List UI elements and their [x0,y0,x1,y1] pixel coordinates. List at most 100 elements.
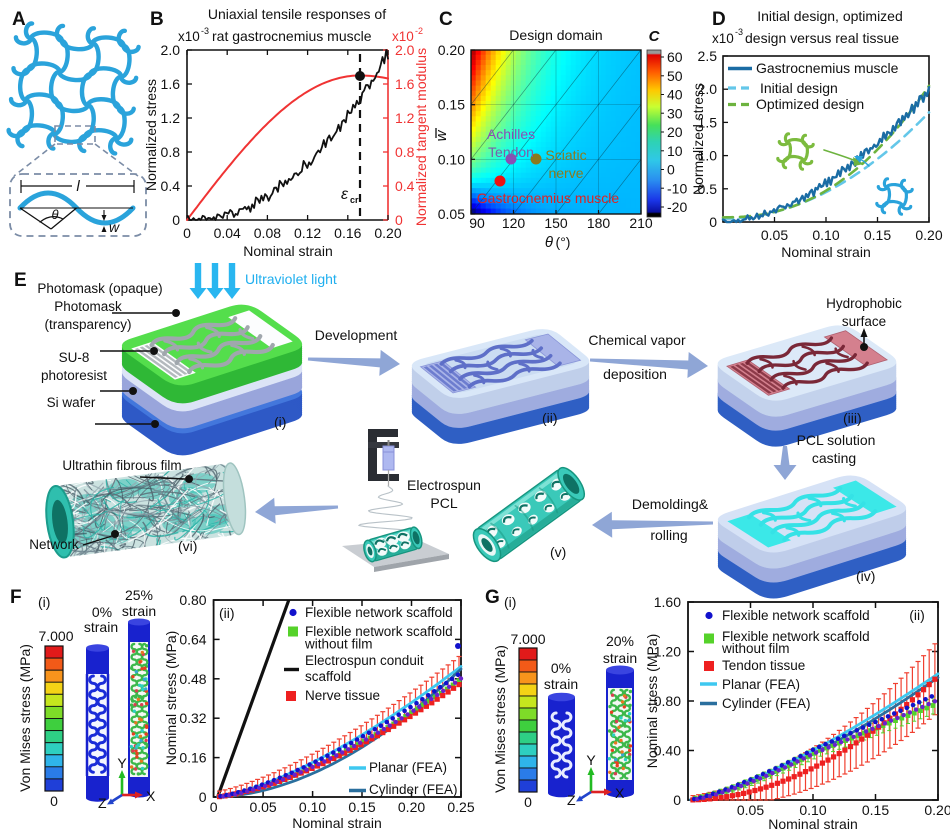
svg-text:strain: strain [544,676,578,692]
svg-text:2.0: 2.0 [395,42,415,58]
svg-text:0.15: 0.15 [862,802,889,818]
svg-text:Nominal strain: Nominal strain [781,244,870,260]
svg-text:7.000: 7.000 [510,631,545,647]
svg-text:B: B [150,9,164,30]
svg-text:Nominal strain: Nominal strain [292,815,381,831]
svg-text:l: l [76,178,80,195]
svg-text:180: 180 [587,215,611,231]
svg-text:Demolding&: Demolding& [632,496,709,512]
svg-text:20: 20 [667,124,683,140]
svg-text:Nominal stress (MPa): Nominal stress (MPa) [644,634,660,769]
svg-text:0: 0 [395,212,403,228]
svg-text:Planar (FEA): Planar (FEA) [369,760,447,775]
svg-text:0: 0 [709,214,717,230]
svg-text:Cylinder (FEA): Cylinder (FEA) [369,782,458,797]
svg-text:design versus real tissue: design versus real tissue [745,30,899,46]
svg-text:1.6: 1.6 [395,76,415,92]
svg-text:0.20: 0.20 [924,802,950,818]
svg-text:Photomask (opaque): Photomask (opaque) [37,281,162,296]
svg-text:Initial design, optimized: Initial design, optimized [757,8,903,24]
svg-text:Initial design: Initial design [760,80,838,96]
svg-text:-2: -2 [415,26,423,36]
svg-text:Design domain: Design domain [509,27,602,43]
svg-text:0.10: 0.10 [799,802,826,818]
svg-text:Gastrocnemius muscle: Gastrocnemius muscle [756,60,899,76]
svg-text:0.05: 0.05 [249,799,276,815]
svg-text:strain: strain [122,603,156,619]
svg-text:F: F [10,587,22,608]
svg-text:strain: strain [84,619,118,635]
svg-text:θ: θ [51,207,58,222]
svg-text:0: 0 [673,792,681,808]
svg-text:surface: surface [842,314,886,329]
svg-text:2.5: 2.5 [698,48,718,64]
svg-text:Y: Y [586,752,596,768]
svg-text:0.08: 0.08 [254,225,281,241]
svg-text:0.05: 0.05 [761,227,788,243]
svg-text:Normalized stress: Normalized stress [690,83,706,195]
svg-text:scaffold: scaffold [305,669,351,684]
svg-text:Ultraviolet light: Ultraviolet light [245,271,337,287]
svg-text:Tendon tissue: Tendon tissue [722,658,805,673]
svg-text:(v): (v) [550,544,566,560]
svg-text:Nominal strain: Nominal strain [243,243,332,259]
svg-text:Nominal strain: Nominal strain [768,816,857,832]
svg-text:2.0: 2.0 [161,42,181,58]
svg-text:1.2: 1.2 [395,110,415,126]
svg-text:(ii): (ii) [909,607,925,623]
svg-text:Von Mises stress (MPa): Von Mises stress (MPa) [17,644,33,792]
svg-text:0.20: 0.20 [374,225,401,241]
svg-text:Hydrophobic: Hydrophobic [826,296,902,311]
svg-text:0.20: 0.20 [438,42,465,58]
svg-text:x10: x10 [392,29,414,44]
svg-text:0.12: 0.12 [294,225,321,241]
svg-text:SU-8: SU-8 [59,350,90,365]
svg-text:Electrospun: Electrospun [407,477,481,493]
svg-text:x10: x10 [178,29,200,44]
svg-text:60: 60 [667,49,683,65]
svg-text:25%: 25% [125,587,153,603]
svg-text:C: C [439,9,453,30]
svg-text:0.10: 0.10 [812,227,839,243]
svg-text:Network: Network [29,537,79,552]
svg-text:Achilles: Achilles [487,126,535,142]
svg-text:0.80: 0.80 [654,693,681,709]
svg-text:θ: θ [545,234,553,251]
svg-text:rolling: rolling [650,527,687,543]
svg-text:Si wafer: Si wafer [47,395,96,410]
svg-text:Optimized design: Optimized design [756,96,864,112]
svg-text:0.10: 0.10 [438,151,465,167]
svg-text:0.20: 0.20 [398,799,425,815]
svg-text:1.60: 1.60 [654,594,681,610]
svg-text:Y: Y [117,755,127,771]
svg-text:210: 210 [629,215,653,231]
svg-text:-3: -3 [201,26,209,36]
svg-text:0.15: 0.15 [864,227,891,243]
svg-text:cr: cr [350,195,359,205]
svg-text:0.25: 0.25 [447,799,474,815]
svg-text:w: w [109,219,120,235]
svg-text:0: 0 [172,212,180,228]
svg-text:rat gastrocnemius muscle: rat gastrocnemius muscle [212,28,372,44]
svg-text:0: 0 [183,225,191,241]
svg-text:(vi): (vi) [178,538,197,554]
svg-text:0: 0 [524,794,532,810]
svg-text:(°): (°) [556,234,571,250]
svg-text:150: 150 [544,215,568,231]
svg-text:photoresist: photoresist [41,368,107,383]
svg-text:-3: -3 [735,27,743,37]
svg-text:C: C [649,28,661,45]
svg-text:0: 0 [199,789,207,805]
svg-text:Tendon: Tendon [488,144,534,160]
svg-text:0.80: 0.80 [179,592,206,608]
svg-text:1.5: 1.5 [698,114,718,130]
svg-text:40: 40 [667,87,683,103]
svg-text:Z: Z [98,795,107,811]
svg-text:0.4: 0.4 [395,178,415,194]
svg-text:X: X [146,788,156,804]
svg-text:(iii): (iii) [843,410,862,426]
svg-text:Ultrathin fibrous film: Ultrathin fibrous film [62,458,181,473]
svg-text:Flexible network scaffold: Flexible network scaffold [305,624,453,639]
svg-text:0.15: 0.15 [348,799,375,815]
svg-text:Chemical vapor: Chemical vapor [588,332,686,348]
